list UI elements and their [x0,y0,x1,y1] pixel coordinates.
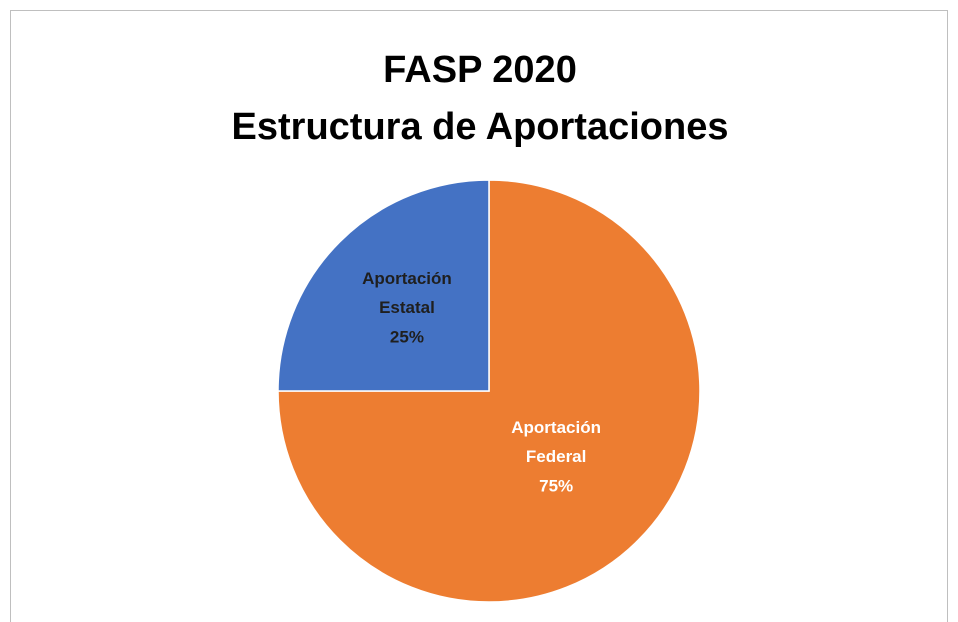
slice-value-label: 25% [390,327,424,346]
chart-subtitle: Estructura de Aportaciones [232,106,729,148]
chart-title: FASP 2020 [383,49,577,91]
pie-slice [277,179,701,603]
slice-label: Aportación Federal [511,419,601,467]
slice-label: Aportación Estatal [362,269,452,317]
pie-slice [277,179,490,392]
slice-value-label: 75% [539,477,573,496]
